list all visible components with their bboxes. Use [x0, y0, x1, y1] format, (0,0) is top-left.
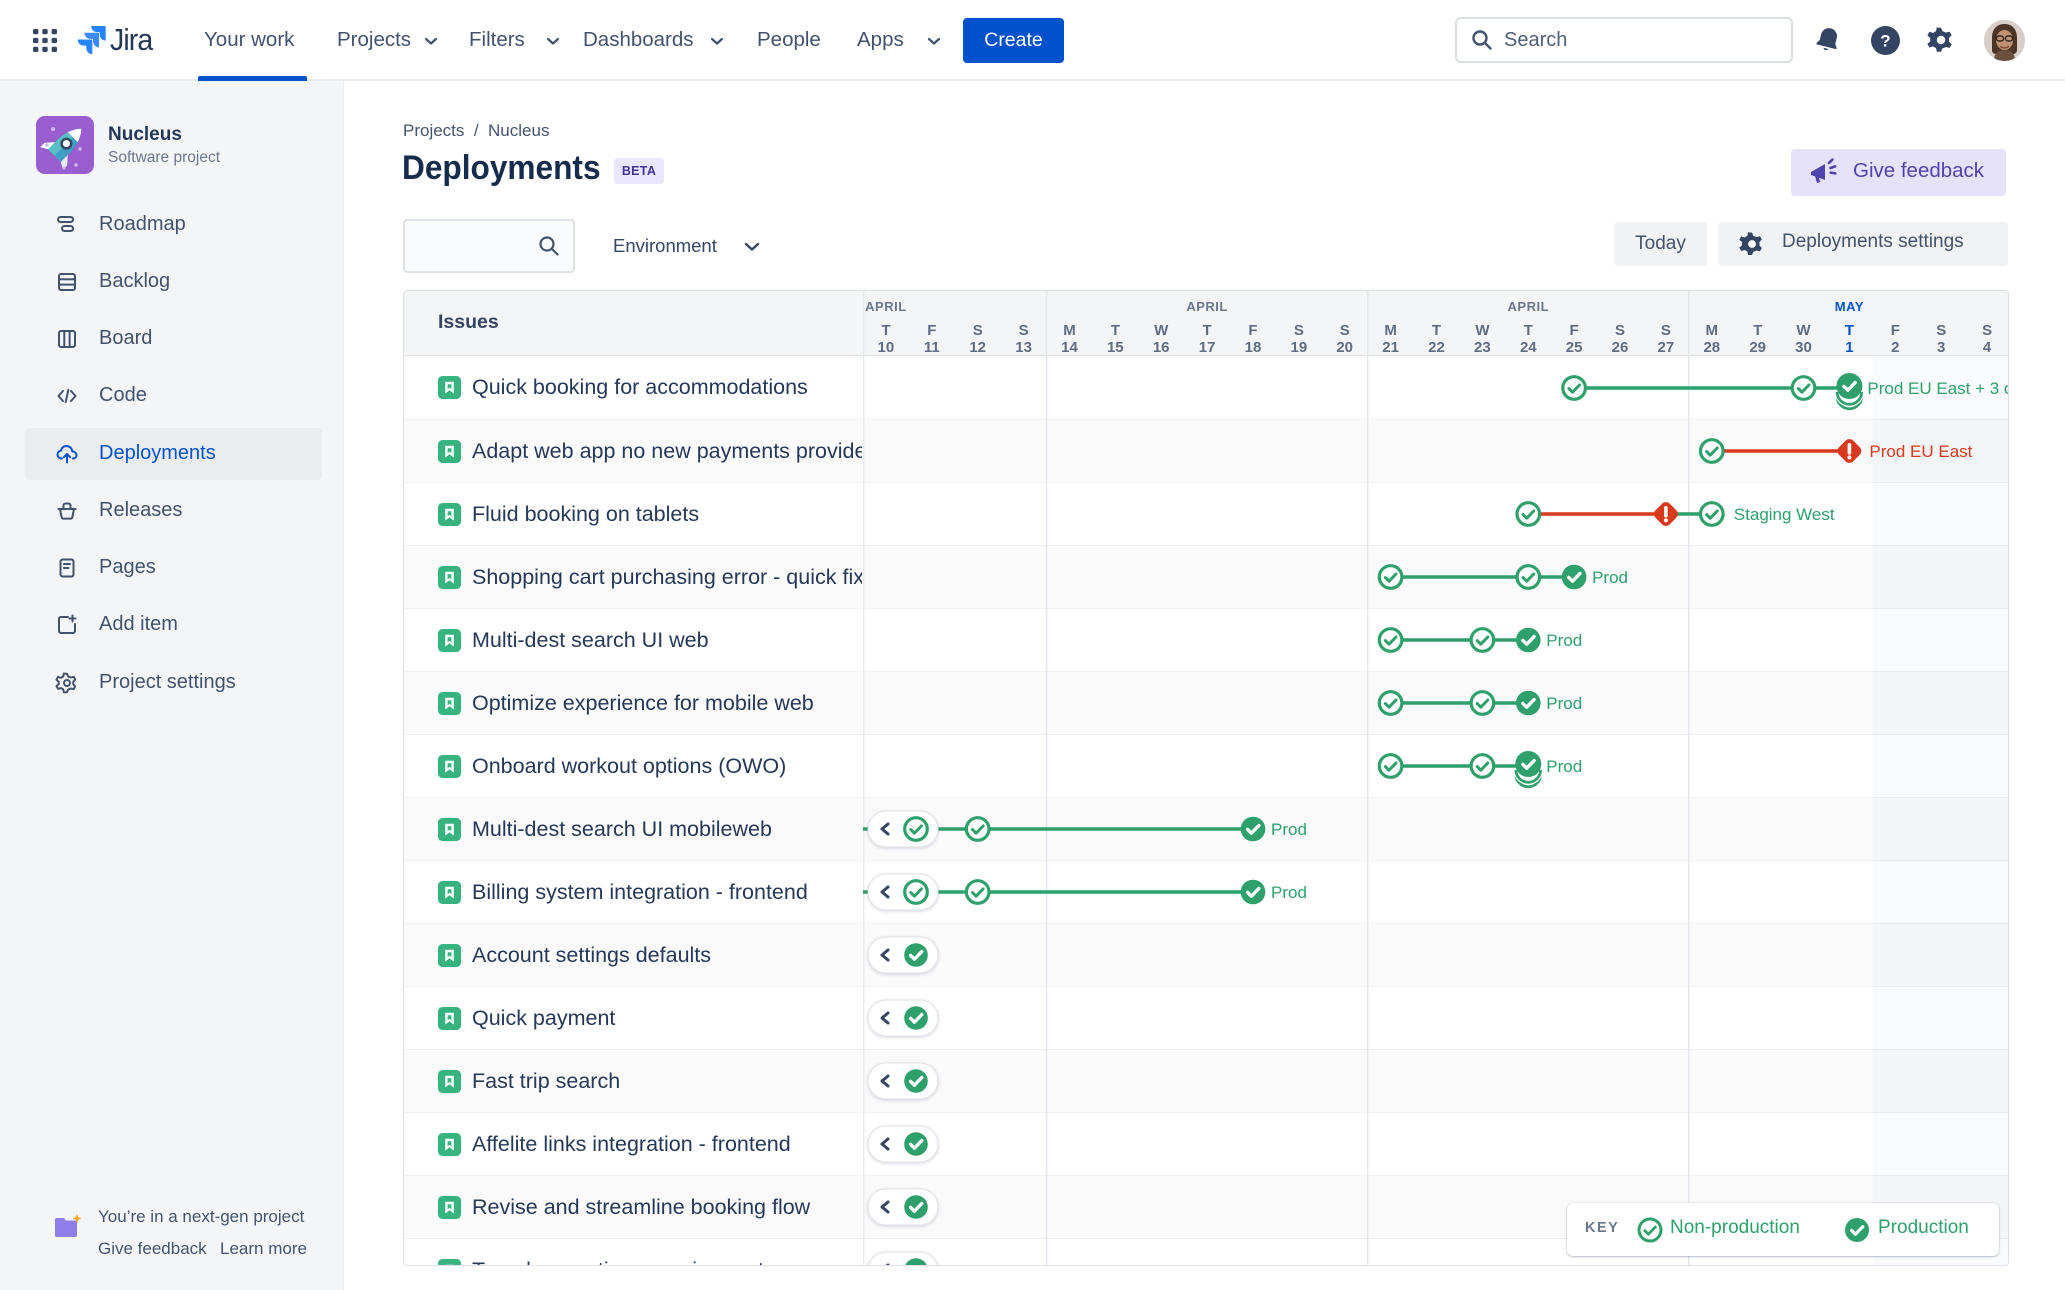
svg-text:17: 17	[1199, 339, 1216, 356]
svg-text:27: 27	[1658, 339, 1675, 356]
svg-text:25: 25	[1566, 339, 1583, 356]
svg-text:F: F	[1891, 322, 1900, 339]
svg-text:APRIL: APRIL	[865, 299, 907, 314]
svg-text:Prod: Prod	[1271, 820, 1307, 839]
svg-text:S: S	[1982, 322, 1992, 339]
svg-text:MAY: MAY	[1835, 299, 1864, 314]
svg-text:29: 29	[1749, 339, 1766, 356]
svg-text:4: 4	[1983, 339, 1992, 356]
svg-text:S: S	[1661, 322, 1671, 339]
svg-text:13: 13	[1015, 339, 1032, 356]
svg-text:22: 22	[1428, 339, 1445, 356]
svg-text:Prod: Prod	[1271, 883, 1307, 902]
svg-text:T: T	[881, 322, 890, 339]
svg-text:S: S	[1294, 322, 1304, 339]
svg-text:T: T	[1845, 322, 1854, 339]
svg-text:Prod: Prod	[1546, 694, 1582, 713]
svg-text:30: 30	[1795, 339, 1812, 356]
svg-text:S: S	[1936, 322, 1946, 339]
svg-text:S: S	[1019, 322, 1029, 339]
svg-text:12: 12	[969, 339, 986, 356]
svg-text:F: F	[1248, 322, 1257, 339]
svg-text:?: ?	[1880, 32, 1890, 51]
svg-text:S: S	[973, 322, 983, 339]
svg-text:10: 10	[878, 339, 895, 356]
svg-text:21: 21	[1382, 339, 1399, 356]
svg-text:T: T	[1753, 322, 1762, 339]
svg-text:F: F	[927, 322, 936, 339]
svg-text:M: M	[1384, 322, 1397, 339]
svg-text:2: 2	[1891, 339, 1899, 356]
svg-text:1: 1	[1845, 339, 1853, 356]
svg-text:W: W	[1475, 322, 1490, 339]
svg-text:T: T	[1432, 322, 1441, 339]
svg-text:M: M	[1063, 322, 1076, 339]
svg-text:Prod: Prod	[1546, 631, 1582, 650]
svg-text:18: 18	[1245, 339, 1262, 356]
svg-text:23: 23	[1474, 339, 1491, 356]
svg-text:T: T	[1203, 322, 1212, 339]
svg-text:F: F	[1570, 322, 1579, 339]
svg-text:W: W	[1154, 322, 1169, 339]
svg-text:16: 16	[1153, 339, 1170, 356]
svg-text:Prod EU East: Prod EU East	[1869, 442, 1972, 461]
svg-text:W: W	[1796, 322, 1811, 339]
svg-text:24: 24	[1520, 339, 1537, 356]
svg-text:APRIL: APRIL	[1508, 299, 1550, 314]
svg-text:T: T	[1524, 322, 1533, 339]
svg-text:M: M	[1706, 322, 1719, 339]
svg-text:S: S	[1615, 322, 1625, 339]
svg-text:28: 28	[1703, 339, 1720, 356]
svg-text:15: 15	[1107, 339, 1124, 356]
svg-text:Staging West: Staging West	[1734, 505, 1835, 524]
svg-text:T: T	[1111, 322, 1120, 339]
svg-text:Prod: Prod	[1592, 568, 1628, 587]
svg-text:20: 20	[1336, 339, 1353, 356]
svg-text:26: 26	[1612, 339, 1629, 356]
svg-text:3: 3	[1937, 339, 1945, 356]
svg-text:19: 19	[1291, 339, 1308, 356]
svg-text:Prod EU East + 3 ot: Prod EU East + 3 ot	[1867, 379, 2009, 398]
svg-text:S: S	[1340, 322, 1350, 339]
svg-text:Prod: Prod	[1546, 757, 1582, 776]
svg-text:APRIL: APRIL	[1186, 299, 1228, 314]
svg-text:11: 11	[924, 339, 940, 356]
svg-text:14: 14	[1061, 339, 1078, 356]
